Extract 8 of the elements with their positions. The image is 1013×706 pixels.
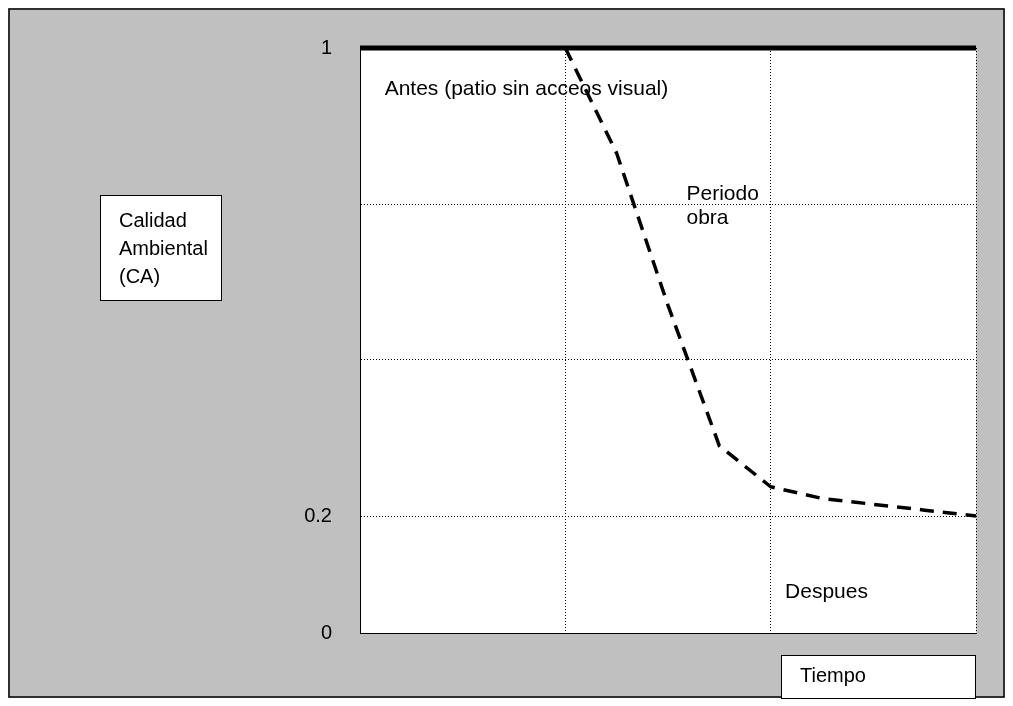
y-axis-title: Calidad Ambiental (CA) (100, 195, 222, 301)
x-axis-title: Tiempo (781, 655, 976, 699)
annotation: Antes (patio sin acceos visual) (384, 75, 669, 99)
y-tick-label: 1 (320, 35, 332, 58)
y-tick-label: 0.2 (304, 503, 332, 526)
annotation: Periodo obra (686, 180, 759, 228)
y-tick-label: 0 (320, 620, 332, 643)
annotation: Despues (785, 578, 868, 602)
